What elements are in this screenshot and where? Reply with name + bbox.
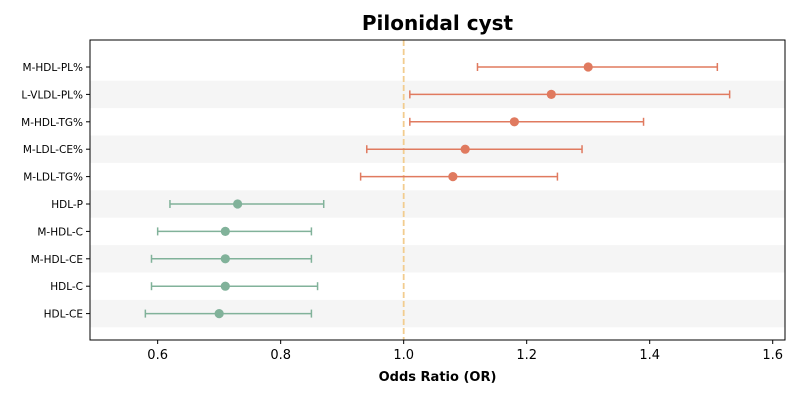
error-bars-layer — [144, 62, 731, 319]
forest-row-m-ldl-ce- — [366, 144, 583, 154]
or-point — [214, 309, 224, 319]
plot-frame — [89, 39, 786, 341]
forest-row-m-ldl-tg- — [359, 172, 559, 182]
x-tick-label: 0.6 — [147, 348, 168, 363]
or-point — [460, 144, 470, 154]
y-tick-label: M-HDL-CE — [31, 254, 83, 266]
y-tick-label: HDL-CE — [44, 309, 83, 321]
y-tick-label: HDL-P — [51, 199, 83, 211]
forest-row-m-hdl-c — [156, 226, 313, 236]
x-tick-label: 0.8 — [270, 348, 291, 363]
or-point — [233, 199, 243, 209]
y-tick-label: M-LDL-TG% — [23, 172, 83, 184]
chart-title: Pilonidal cyst — [362, 11, 514, 35]
x-tick-label: 1.4 — [639, 348, 660, 363]
forest-row-m-hdl-tg- — [409, 117, 645, 127]
or-point — [583, 62, 593, 72]
x-tick-label: 1.0 — [393, 348, 414, 363]
forest-row-m-hdl-ce — [150, 254, 313, 264]
or-point — [220, 281, 230, 291]
y-tick-label: M-LDL-CE% — [23, 144, 83, 156]
y-tick-label: M-HDL-TG% — [21, 117, 83, 129]
or-point — [448, 172, 458, 182]
axes-layer: 0.6 0.8 1.0 1.2 1.4 1.6 M-HDL-PL% L-VLDL-PL% M-H… — [21, 62, 783, 363]
x-tick-label: 1.2 — [516, 348, 537, 363]
y-tick-label: L-VLDL-PL% — [21, 89, 83, 101]
forest-row-hdl-ce — [144, 309, 313, 319]
or-point — [220, 226, 230, 236]
forest-row-hdl-c — [150, 281, 319, 291]
x-axis-label: Odds Ratio (OR) — [379, 370, 497, 385]
forest-row-l-vldl-pl- — [409, 89, 731, 99]
y-tick-label: HDL-C — [50, 281, 83, 293]
or-point — [546, 89, 556, 99]
y-tick-label: M-HDL-PL% — [23, 62, 83, 74]
forest-row-m-hdl-pl- — [476, 62, 719, 72]
or-point — [220, 254, 230, 264]
or-point — [509, 117, 519, 127]
forest-row-hdl-p — [169, 199, 325, 209]
y-tick-label: M-HDL-C — [37, 226, 83, 238]
x-tick-label: 1.6 — [762, 348, 783, 363]
